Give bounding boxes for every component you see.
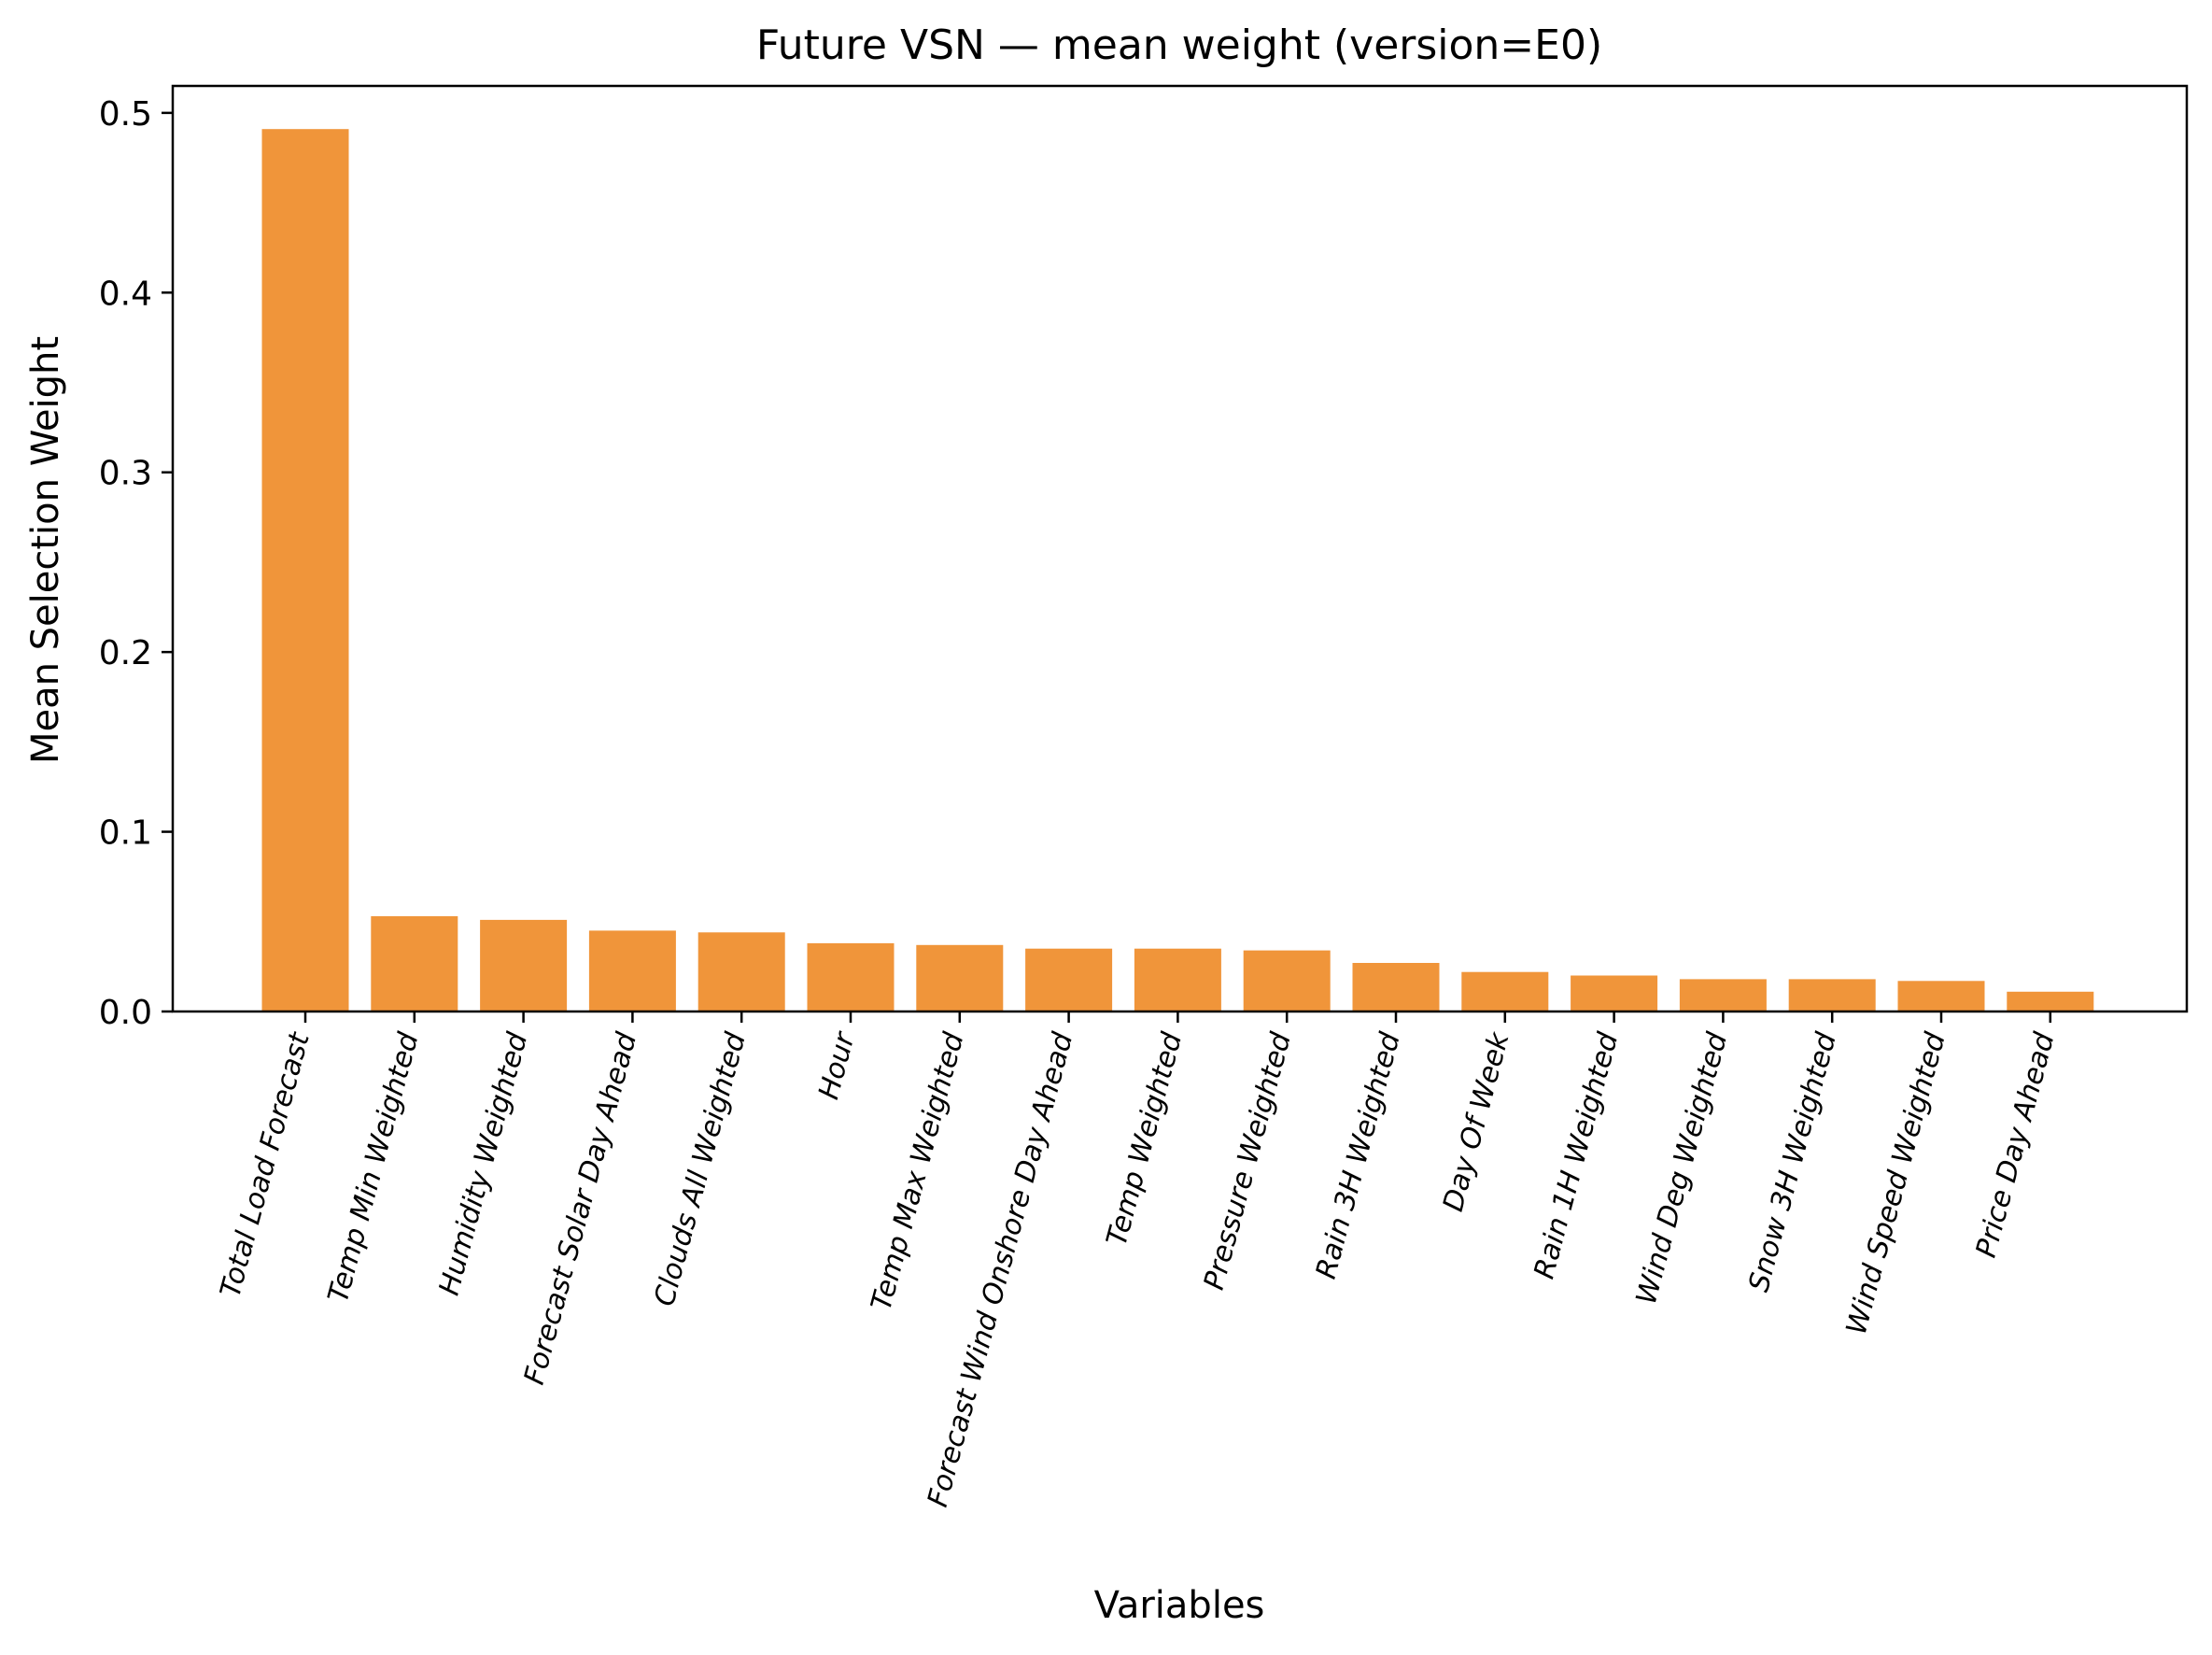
- bar: [1243, 950, 1331, 1011]
- bar: [697, 932, 785, 1011]
- bar: [1461, 971, 1549, 1011]
- bar: [807, 942, 895, 1011]
- chart-title: Future VSN — mean weight (version=E0): [756, 21, 1602, 69]
- bars-group: [261, 129, 2094, 1011]
- bar: [371, 916, 458, 1011]
- bar: [480, 919, 568, 1011]
- y-tick-label: 0.4: [99, 275, 152, 313]
- bar: [2007, 991, 2094, 1011]
- y-tick-label: 0.1: [99, 814, 152, 853]
- y-tick-label: 0.3: [99, 455, 152, 493]
- y-tick-label: 0.0: [99, 994, 152, 1032]
- bar: [1134, 948, 1221, 1011]
- bar: [1571, 975, 1658, 1011]
- y-axis-title: Mean Selection Weight: [24, 336, 67, 764]
- bar: [1788, 979, 1876, 1011]
- bar: [1897, 981, 1985, 1011]
- bar: [261, 129, 349, 1011]
- y-axis: 0.0 0.1 0.2 0.3 0.4 0.5: [99, 95, 173, 1032]
- plot-frame: [171, 84, 2189, 1013]
- y-tick-label: 0.2: [99, 634, 152, 672]
- x-axis-title: Variables: [1094, 1584, 1265, 1627]
- bar: [916, 944, 1004, 1011]
- y-tick-label: 0.5: [99, 95, 152, 134]
- bar: [1679, 979, 1767, 1011]
- bar: [1352, 963, 1440, 1011]
- bar: [588, 930, 676, 1011]
- bar: [1025, 948, 1113, 1011]
